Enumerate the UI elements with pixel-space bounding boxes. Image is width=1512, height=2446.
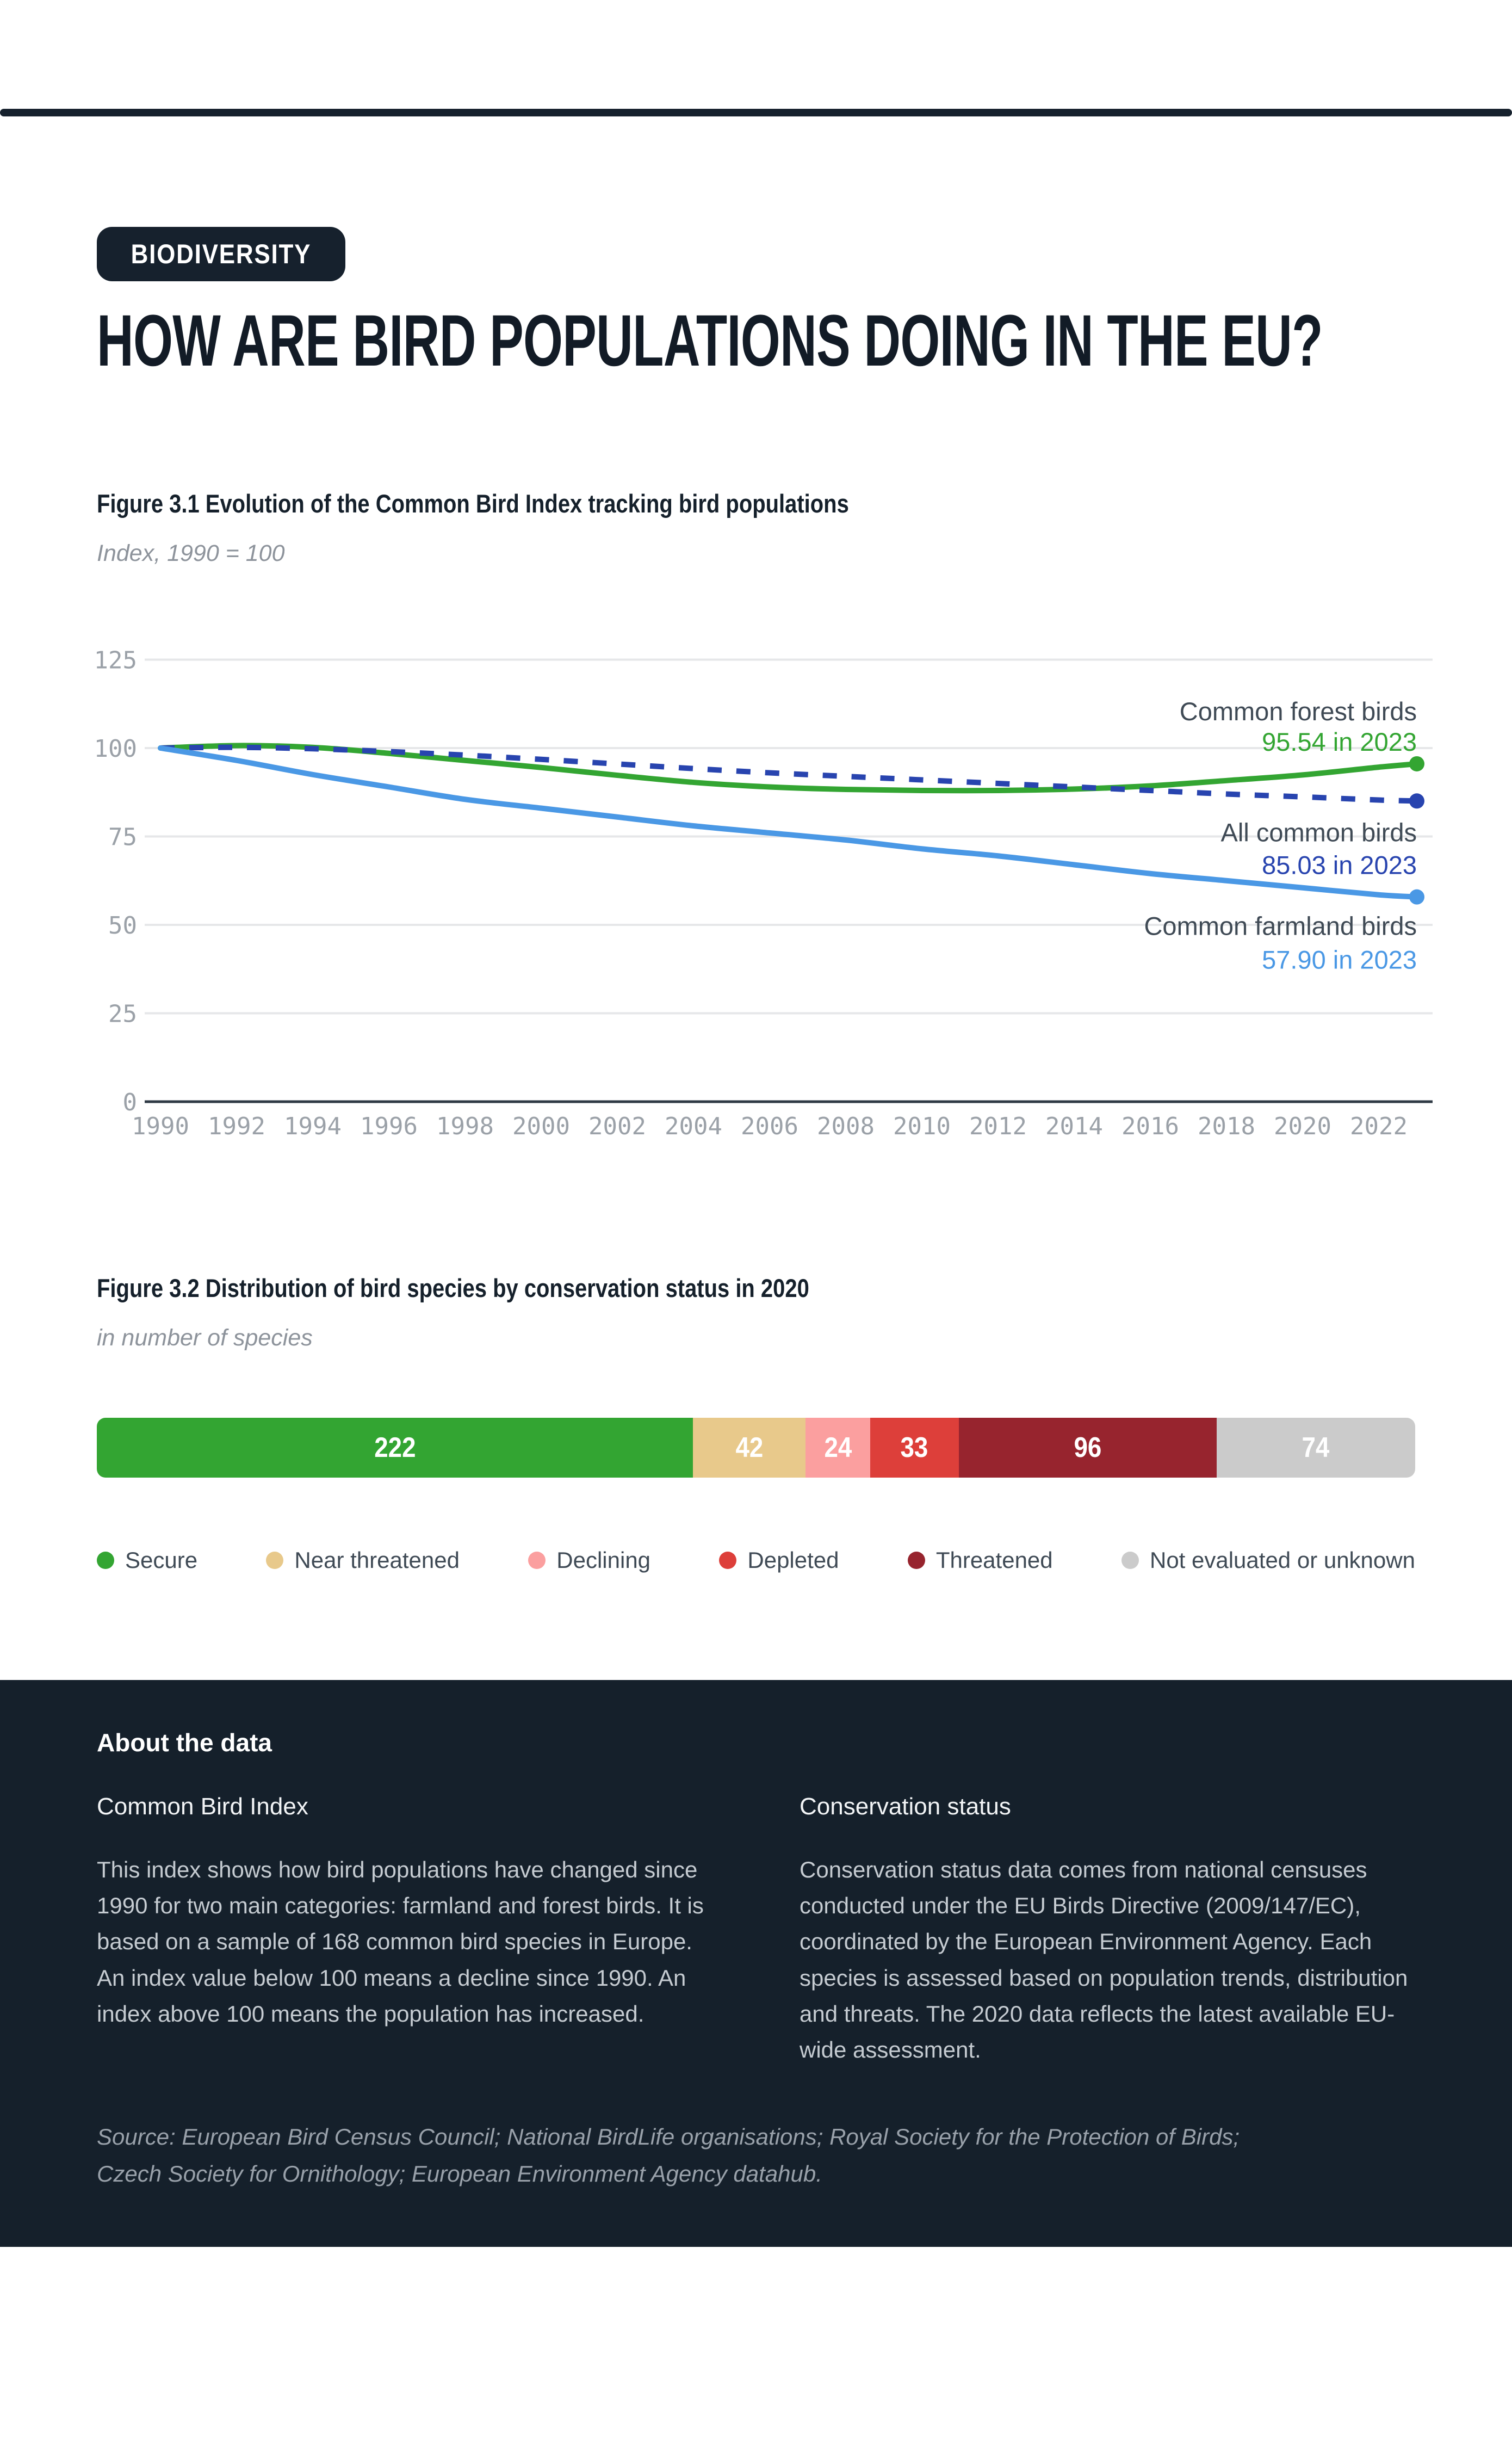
figure1-title: Figure 3.1 Evolution of the Common Bird … [97, 489, 849, 518]
legend-dot-icon [528, 1551, 546, 1569]
category-badge-label: BIODIVERSITY [131, 239, 312, 269]
x-tick-label-2002: 2002 [588, 1113, 646, 1140]
bar-segment-not-evaluated-or-unknown: 74 [1216, 1417, 1415, 1478]
x-tick-label-2016: 2016 [1121, 1113, 1179, 1140]
bar-segment-threatened: 96 [958, 1417, 1217, 1478]
page-title: HOW ARE BIRD POPULATIONS DOING IN THE EU… [97, 300, 1323, 381]
x-tick-label-2010: 2010 [893, 1113, 951, 1140]
series-annotation-label-1: Common forest birds [1180, 697, 1417, 726]
legend-item-near-threatened: Near threatened [266, 1547, 460, 1573]
series-endpoint-dot-common-forest-birds [1409, 756, 1424, 771]
legend-item-secure: Secure [97, 1547, 197, 1573]
legend-item-label: Threatened [935, 1547, 1053, 1573]
y-tick-label-125: 125 [97, 646, 137, 674]
x-tick-label-2012: 2012 [969, 1113, 1027, 1140]
x-tick-label-1994: 1994 [284, 1113, 342, 1140]
legend-item-label: Declining [556, 1547, 651, 1573]
x-tick-label-2008: 2008 [817, 1113, 875, 1140]
footer-column1-heading: Common Bird Index [97, 1793, 308, 1820]
conservation-status-legend: Secure Near threatened Declining Depleted Th… [97, 1547, 1415, 1573]
y-tick-label-50: 50 [108, 912, 137, 940]
legend-item-depleted: Depleted [719, 1547, 839, 1573]
legend-dot-icon [719, 1551, 737, 1569]
series-annotation-label-3: Common farmland birds [1144, 911, 1417, 940]
source-line: Source: European Bird Census Council; Na… [97, 2118, 1282, 2192]
top-divider-rule [0, 109, 1512, 116]
figure2-title: Figure 3.2 Distribution of bird species … [97, 1273, 809, 1302]
x-tick-label-2022: 2022 [1350, 1113, 1408, 1140]
legend-dot-icon [266, 1551, 284, 1569]
x-tick-label-2006: 2006 [741, 1113, 798, 1140]
series-annotation-label-2: All common birds [1221, 818, 1417, 847]
figure1-subtitle: Index, 1990 = 100 [97, 540, 285, 566]
bar-segment-secure: 222 [97, 1417, 693, 1478]
legend-item-label: Secure [125, 1547, 198, 1573]
series-endpoint-dot-common-farmland-birds [1409, 889, 1424, 905]
legend-item-not-evaluated-or-unknown: Not evaluated or unknown [1121, 1547, 1415, 1573]
series-endpoint-dot-all-common-birds [1409, 793, 1424, 808]
bar-segment-value: 222 [374, 1431, 416, 1463]
legend-item-label: Near threatened [294, 1547, 460, 1573]
bar-segment-declining: 24 [805, 1417, 870, 1478]
bar-segment-near-threatened: 42 [692, 1417, 806, 1478]
x-tick-label-2004: 2004 [665, 1113, 722, 1140]
figure2-subtitle: in number of species [97, 1324, 313, 1351]
footer-column1-text: This index shows how bird populations ha… [97, 1856, 704, 2027]
bar-segment-value: 33 [900, 1431, 928, 1463]
footer-column-common-bird-index: Common Bird Index This index shows how b… [97, 1793, 712, 2068]
common-bird-index-chart: 0 25 50 75 100 125 1990 1992 1994 1996 1998 2000 200… [94, 646, 1433, 1140]
legend-item-label: Not evaluated or unknown [1149, 1547, 1415, 1573]
footer-column2-heading: Conservation status [800, 1793, 1011, 1820]
y-tick-label-25: 25 [108, 1000, 137, 1028]
x-tick-label-2014: 2014 [1045, 1113, 1103, 1140]
bar-segment-value: 96 [1074, 1431, 1102, 1463]
x-tick-label-2018: 2018 [1198, 1113, 1255, 1140]
bar-segment-value: 42 [735, 1431, 764, 1463]
category-badge: BIODIVERSITY [97, 227, 345, 281]
bar-segment-value: 24 [824, 1431, 852, 1463]
source-label: Source: [97, 2123, 176, 2149]
x-tick-label-1998: 1998 [436, 1113, 494, 1140]
about-the-data-footer: About the data Common Bird Index This in… [0, 1679, 1512, 2247]
line-chart: 0 25 50 75 100 125 1990 1992 1994 1996 1998 2000 200… [94, 637, 1433, 1156]
source-text: European Bird Census Council; National B… [97, 2123, 1240, 2186]
conservation-status-stacked-bar: 222 42 24 33 96 74 [97, 1417, 1415, 1478]
footer-heading: About the data [97, 1728, 272, 1757]
x-tick-label-2020: 2020 [1274, 1113, 1331, 1140]
series-annotation-value-1: 95.54 in 2023 [1262, 727, 1417, 756]
x-tick-label-1992: 1992 [208, 1113, 265, 1140]
legend-item-label: Depleted [747, 1547, 839, 1573]
x-tick-label-1990: 1990 [132, 1113, 189, 1140]
x-tick-label-1996: 1996 [360, 1113, 418, 1140]
y-tick-label-0: 0 [123, 1089, 138, 1116]
legend-item-threatened: Threatened [907, 1547, 1053, 1573]
bar-segment-depleted: 33 [870, 1417, 959, 1478]
series-line-common-farmland-birds [158, 745, 1420, 900]
series-line-all-common-birds [160, 744, 1417, 804]
footer-column2-text: Conservation status data comes from nati… [800, 1856, 1408, 2063]
legend-item-declining: Declining [528, 1547, 650, 1573]
series-annotation-value-2: 85.03 in 2023 [1262, 850, 1417, 879]
legend-dot-icon [907, 1551, 925, 1569]
x-tick-label-2000: 2000 [512, 1113, 570, 1140]
legend-dot-icon [97, 1551, 114, 1569]
series-annotation-value-3: 57.90 in 2023 [1262, 945, 1417, 974]
series-line-common-forest-birds [158, 743, 1420, 793]
y-tick-label-100: 100 [97, 735, 137, 763]
bar-segment-value: 74 [1302, 1431, 1330, 1463]
footer-column-conservation-status: Conservation status Conservation status … [800, 1793, 1415, 2068]
y-tick-label-75: 75 [108, 823, 137, 851]
legend-dot-icon [1121, 1551, 1139, 1569]
